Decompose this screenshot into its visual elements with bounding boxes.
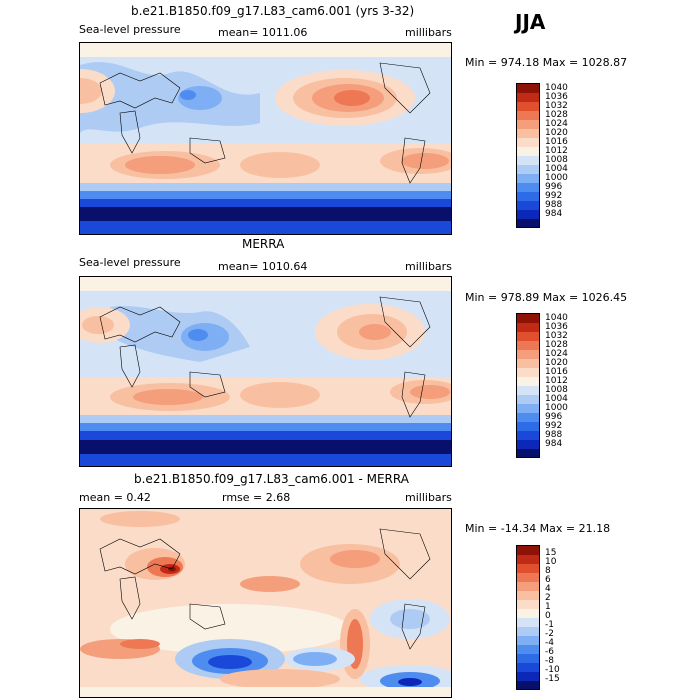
panel3-colorbar-ramp <box>517 546 539 689</box>
panel2-cbar-label: 1004 <box>545 394 568 404</box>
panel2-field <box>80 277 451 466</box>
panel3-minmax: Min = -14.34 Max = 21.18 <box>465 522 611 535</box>
panel1-cbar-label: 1020 <box>545 128 568 138</box>
panel2-cbar-label: 1012 <box>545 376 568 386</box>
panel1-cbar-label: 1040 <box>545 83 568 93</box>
panel1-colorbar-ramp <box>517 84 539 227</box>
panel1-mean: mean= 1011.06 <box>218 26 308 39</box>
panel2-minmax: Min = 978.89 Max = 1026.45 <box>465 291 628 304</box>
panel2-cbar-label: 996 <box>545 412 563 422</box>
panel3-cbar-label: -1 <box>545 620 554 630</box>
panel2-cbar-label: 1016 <box>545 367 568 377</box>
panel2-colorbar <box>516 313 540 458</box>
panel1-cbar-label: 996 <box>545 182 563 192</box>
panel3-cbar-label: 4 <box>545 584 551 594</box>
panel3-cbar-label: -2 <box>545 629 554 639</box>
panel1-field <box>80 43 451 234</box>
panel2-title: MERRA <box>242 237 285 251</box>
panel2-cbar-label: 1040 <box>545 313 568 323</box>
panel1-minmax: Min = 974.18 Max = 1028.87 <box>465 56 628 69</box>
panel3-units: millibars <box>405 491 452 504</box>
panel3-field <box>80 509 451 697</box>
panel2-cbar-label: 1028 <box>545 340 568 350</box>
panel1-variable: Sea-level pressure <box>79 23 181 36</box>
panel1-cbar-label: 1028 <box>545 110 568 120</box>
panel1-map <box>79 42 452 235</box>
panel3-mean: mean = 0.42 <box>79 491 151 504</box>
panel3-cbar-label: -6 <box>545 647 554 657</box>
panel1-cbar-label: 1036 <box>545 92 568 102</box>
panel1-colorbar <box>516 83 540 228</box>
panel3-cbar-label: -10 <box>545 665 560 675</box>
panel1-cbar-label: 1012 <box>545 146 568 156</box>
panel3-title: b.e21.B1850.f09_g17.L83_cam6.001 - MERRA <box>134 472 409 486</box>
panel3-cbar-label: 15 <box>545 548 557 558</box>
panel1-cbar-label: 1016 <box>545 137 568 147</box>
panel2-units: millibars <box>405 260 452 273</box>
panel2-colorbar-ramp <box>517 314 539 457</box>
panel2-cbar-label: 1008 <box>545 385 568 395</box>
panel2-cbar-label: 1036 <box>545 322 568 332</box>
panel1-cbar-label: 988 <box>545 200 563 210</box>
panel2-cbar-label: 992 <box>545 421 563 431</box>
panel2-cbar-label: 984 <box>545 439 563 449</box>
panel2-cbar-label: 988 <box>545 430 563 440</box>
panel2-cbar-label: 1024 <box>545 349 568 359</box>
panel1-cbar-label: 1008 <box>545 155 568 165</box>
panel2-mean: mean= 1010.64 <box>218 260 308 273</box>
panel3-cbar-label: -8 <box>545 656 554 666</box>
panel1-cbar-label: 984 <box>545 209 563 219</box>
panel1-cbar-label: 1032 <box>545 101 568 111</box>
panel3-cbar-label: 1 <box>545 602 551 612</box>
panel3-cbar-label: 8 <box>545 566 551 576</box>
panel3-cbar-label: -15 <box>545 674 560 684</box>
panel3-map <box>79 508 452 698</box>
panel1-cbar-label: 992 <box>545 191 563 201</box>
panel3-colorbar <box>516 545 540 690</box>
panel1-cbar-label: 1004 <box>545 164 568 174</box>
panel2-map <box>79 276 452 467</box>
panel3-cbar-label: -4 <box>545 638 554 648</box>
panel2-cbar-label: 1032 <box>545 331 568 341</box>
panel3-cbar-label: 10 <box>545 557 557 567</box>
panel1-title: b.e21.B1850.f09_g17.L83_cam6.001 (yrs 3-… <box>131 4 415 18</box>
panel1-cbar-label: 1024 <box>545 119 568 129</box>
panel3-cbar-label: 6 <box>545 575 551 585</box>
panel3-cbar-label: 0 <box>545 611 551 621</box>
panel1-units: millibars <box>405 26 452 39</box>
season-label: JJA <box>515 10 546 34</box>
panel3-cbar-label: 2 <box>545 593 551 603</box>
panel3-rmse: rmse = 2.68 <box>222 491 291 504</box>
panel2-variable: Sea-level pressure <box>79 256 181 269</box>
panel2-cbar-label: 1020 <box>545 358 568 368</box>
panel2-cbar-label: 1000 <box>545 403 568 413</box>
panel1-cbar-label: 1000 <box>545 173 568 183</box>
